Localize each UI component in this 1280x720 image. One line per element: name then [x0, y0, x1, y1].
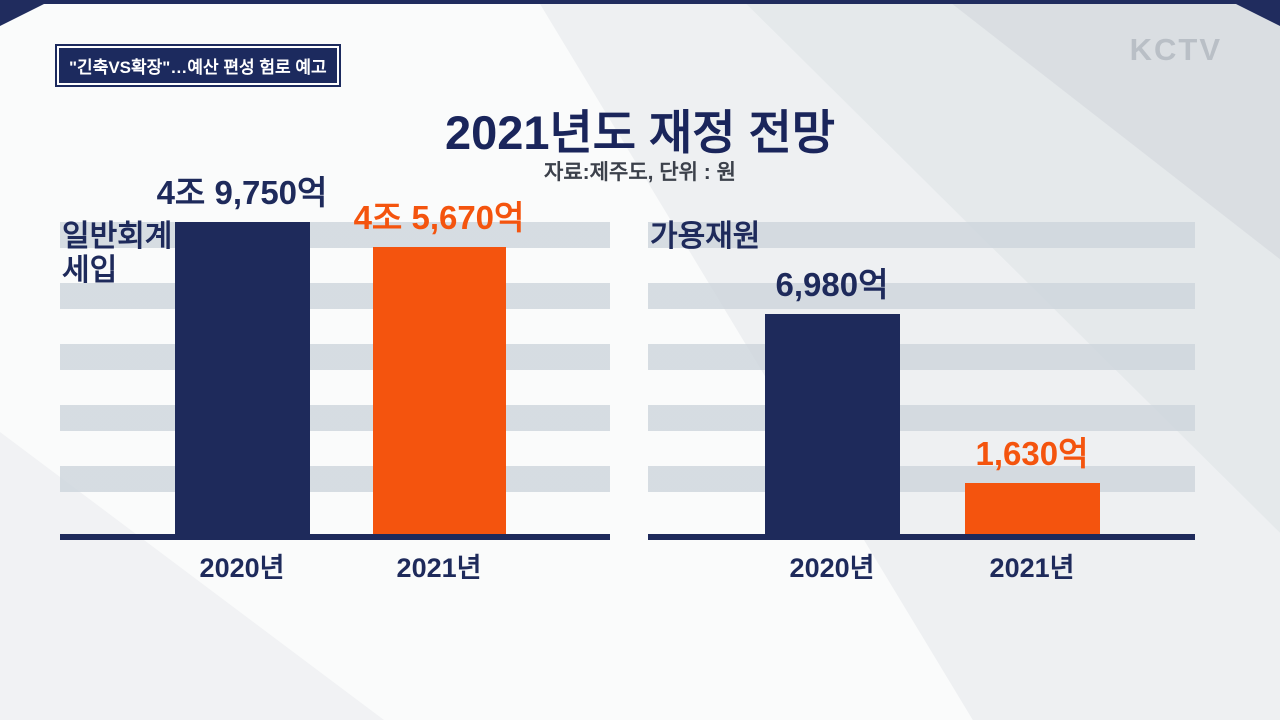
- chart-available-resources: 가용재원 6,980억 1,630억 2020년 2021년: [648, 212, 1195, 583]
- x-axis-label-2021: 2021년: [989, 553, 1075, 583]
- chart-title-line2: 세입: [62, 253, 118, 287]
- value-label-2020-general-account: 4조 9,750억: [156, 173, 328, 211]
- bar-2021-general-account: [373, 247, 506, 534]
- headline-badge: "긴축VS확장"…예산 편성 험로 예고: [57, 46, 339, 85]
- kctv-logo: KCTV: [1129, 32, 1222, 67]
- value-label-2021-general-account: 4조 5,670억: [353, 199, 525, 237]
- source-unit-note: 자료:제주도, 단위 : 원: [544, 161, 736, 184]
- value-label-2021-available-resources: 1,630억: [975, 434, 1089, 472]
- chart-title-general-account: 일반회계 세입: [62, 220, 172, 287]
- chart-title-available-resources: 가용재원: [650, 220, 761, 253]
- x-axis-label-2020: 2020년: [789, 553, 875, 583]
- x-axis-label-2020: 2020년: [199, 553, 285, 583]
- bar-2021-available-resources: [965, 482, 1100, 534]
- chart-title-line1: 일반회계: [62, 220, 173, 253]
- bar-2020-general-account: [175, 221, 310, 534]
- gridline-stripes: [648, 222, 1195, 503]
- bar-2020-available-resources: [765, 313, 900, 534]
- page-title: 2021년도 재정 전망: [444, 106, 836, 159]
- gridline-stripes: [60, 222, 610, 503]
- chart-general-account-revenue: 일반회계 세입 4조 9,750억 4조 5,670억 2020년 2021년: [60, 174, 610, 583]
- top-right-corner-wedge: [1228, 0, 1280, 26]
- x-axis-label-2021: 2021년: [396, 553, 482, 583]
- top-left-corner-wedge: [0, 0, 52, 26]
- value-label-2020-available-resources: 6,980억: [775, 265, 889, 303]
- top-border-line: [0, 0, 1280, 4]
